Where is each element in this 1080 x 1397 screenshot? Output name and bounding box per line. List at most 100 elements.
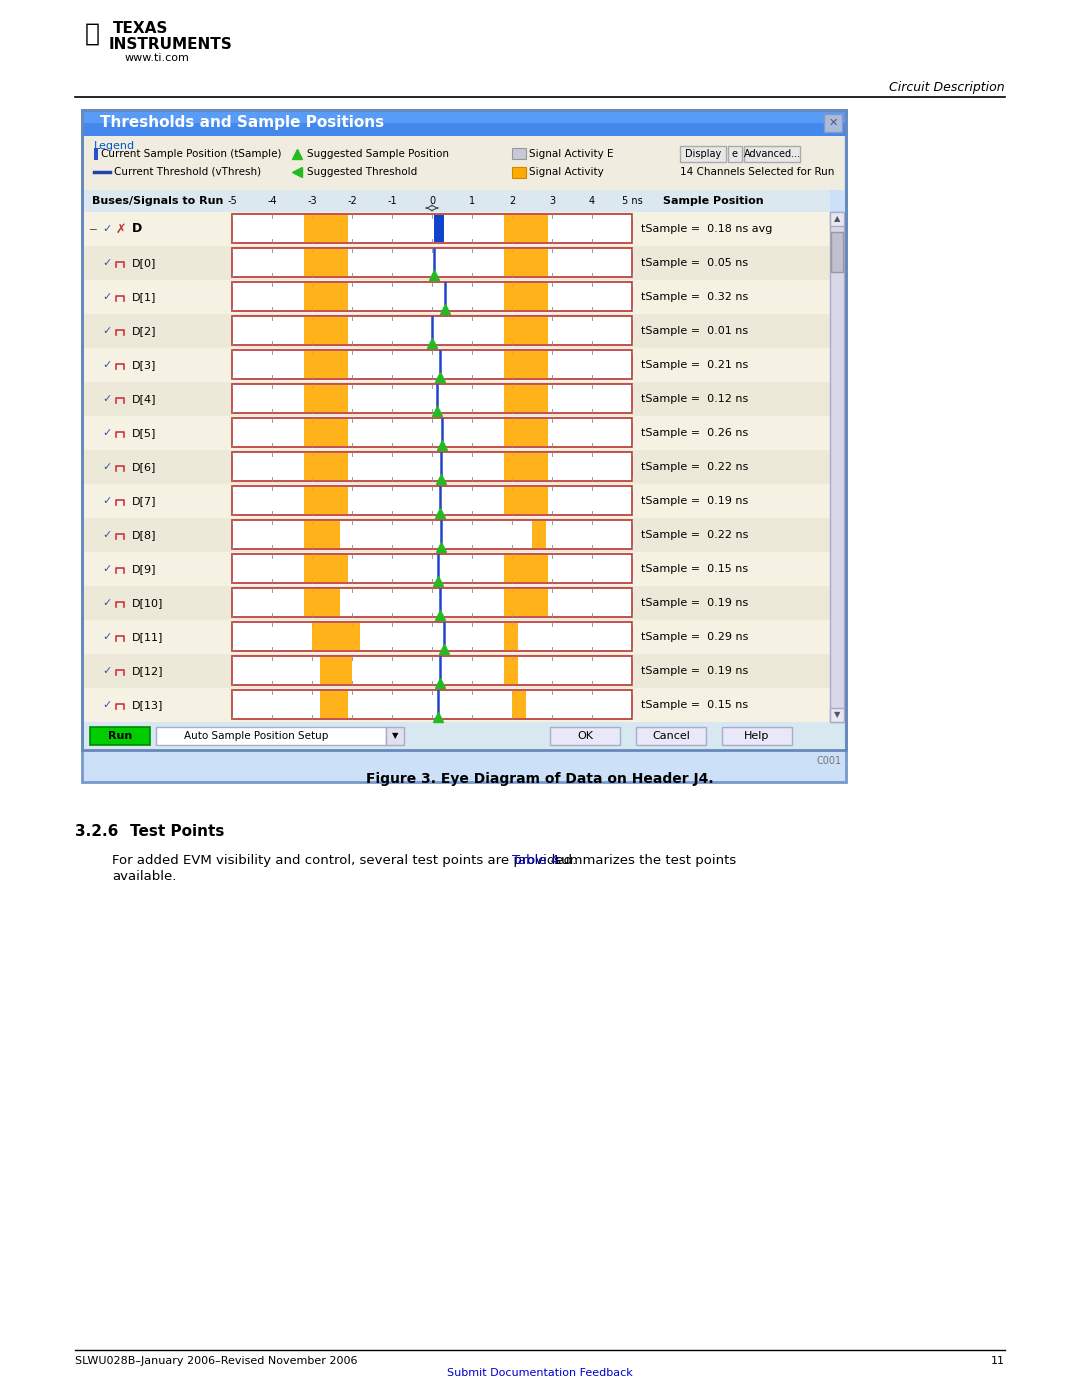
Bar: [84, 654, 831, 687]
Text: tSample =  0.19 ns: tSample = 0.19 ns: [642, 496, 748, 506]
Bar: [232, 418, 632, 447]
Text: 0: 0: [429, 196, 435, 205]
Bar: [512, 148, 526, 159]
Bar: [434, 215, 444, 242]
Bar: [232, 214, 632, 243]
Text: 11: 11: [991, 1356, 1005, 1366]
Bar: [303, 555, 348, 583]
Bar: [303, 317, 348, 344]
Text: Help: Help: [744, 731, 770, 740]
Text: 🐂: 🐂: [85, 22, 100, 46]
Bar: [504, 317, 548, 344]
Text: D[13]: D[13]: [132, 700, 163, 710]
Text: available.: available.: [112, 870, 176, 883]
Text: 5 ns: 5 ns: [622, 196, 643, 205]
Bar: [232, 520, 632, 549]
Text: Suggested Sample Position: Suggested Sample Position: [307, 149, 449, 159]
Bar: [84, 687, 831, 722]
Bar: [550, 726, 620, 745]
Text: ✓: ✓: [102, 631, 111, 643]
Text: Advanced...: Advanced...: [743, 149, 800, 159]
Text: tSample =  0.01 ns: tSample = 0.01 ns: [642, 326, 748, 337]
Bar: [504, 488, 548, 514]
Bar: [82, 110, 846, 123]
Text: ✓: ✓: [102, 224, 111, 235]
Text: tSample =  0.19 ns: tSample = 0.19 ns: [642, 666, 748, 676]
Bar: [831, 212, 843, 226]
Bar: [90, 726, 150, 745]
Text: ✕: ✕: [828, 117, 838, 129]
Text: D[10]: D[10]: [132, 598, 163, 608]
Text: Suggested Threshold: Suggested Threshold: [307, 168, 417, 177]
Text: e: e: [732, 149, 738, 159]
Text: OK: OK: [577, 731, 593, 740]
Text: Current Threshold (vThresh): Current Threshold (vThresh): [114, 168, 261, 177]
Text: Signal Activity E: Signal Activity E: [529, 149, 613, 159]
Bar: [723, 726, 792, 745]
Text: ▼: ▼: [392, 732, 399, 740]
Text: D[6]: D[6]: [132, 462, 157, 472]
Text: ✓: ✓: [102, 360, 111, 370]
Bar: [84, 552, 831, 585]
Bar: [303, 488, 348, 514]
Bar: [84, 722, 843, 750]
Bar: [744, 147, 800, 162]
Text: ▲: ▲: [834, 215, 840, 224]
Text: ▼: ▼: [834, 711, 840, 719]
Text: D[3]: D[3]: [132, 360, 157, 370]
Text: TEXAS: TEXAS: [113, 21, 168, 36]
Bar: [94, 148, 98, 161]
Text: ✗: ✗: [116, 222, 126, 236]
Bar: [504, 215, 548, 242]
Text: ✓: ✓: [102, 700, 111, 710]
Bar: [232, 316, 632, 345]
Bar: [84, 620, 831, 654]
Text: Sample Position: Sample Position: [663, 196, 764, 205]
Bar: [532, 521, 546, 548]
Text: Submit Documentation Feedback: Submit Documentation Feedback: [447, 1368, 633, 1377]
Bar: [831, 232, 843, 272]
Bar: [232, 384, 632, 414]
Bar: [232, 351, 632, 379]
Text: tSample =  0.32 ns: tSample = 0.32 ns: [642, 292, 748, 302]
Text: 1: 1: [469, 196, 475, 205]
Text: D[2]: D[2]: [132, 326, 157, 337]
Bar: [82, 110, 846, 782]
Text: Figure 3. Eye Diagram of Data on Header J4.: Figure 3. Eye Diagram of Data on Header …: [366, 773, 714, 787]
Text: D[12]: D[12]: [132, 666, 163, 676]
Bar: [84, 314, 831, 348]
Text: 3.2.6: 3.2.6: [75, 824, 119, 840]
Bar: [636, 726, 706, 745]
Text: 3: 3: [549, 196, 555, 205]
Bar: [84, 279, 831, 314]
Bar: [303, 590, 340, 616]
Text: Buses/Signals to Run: Buses/Signals to Run: [92, 196, 224, 205]
Text: tSample =  0.22 ns: tSample = 0.22 ns: [642, 529, 748, 541]
Text: ✓: ✓: [102, 529, 111, 541]
Text: Thresholds and Sample Positions: Thresholds and Sample Positions: [100, 116, 384, 130]
Bar: [232, 282, 632, 312]
Text: ✓: ✓: [102, 292, 111, 302]
Bar: [504, 555, 548, 583]
Text: Current Sample Position (tSample): Current Sample Position (tSample): [102, 149, 282, 159]
Text: -5: -5: [227, 196, 237, 205]
Text: ✓: ✓: [102, 427, 111, 439]
Text: tSample =  0.19 ns: tSample = 0.19 ns: [642, 598, 748, 608]
Text: tSample =  0.26 ns: tSample = 0.26 ns: [642, 427, 748, 439]
Bar: [84, 246, 831, 279]
Text: summarizes the test points: summarizes the test points: [551, 854, 737, 868]
Text: 4: 4: [589, 196, 595, 205]
Bar: [831, 212, 843, 722]
Bar: [504, 386, 548, 412]
Text: -1: -1: [388, 196, 396, 205]
Bar: [84, 483, 831, 518]
Bar: [303, 249, 348, 277]
Bar: [84, 212, 831, 246]
Text: ✓: ✓: [102, 564, 111, 574]
Bar: [512, 692, 526, 718]
Bar: [824, 115, 842, 131]
Text: ✓: ✓: [102, 496, 111, 506]
Bar: [680, 147, 726, 162]
Text: 2: 2: [509, 196, 515, 205]
Text: For added EVM visibility and control, several test points are provided.: For added EVM visibility and control, se…: [112, 854, 581, 868]
